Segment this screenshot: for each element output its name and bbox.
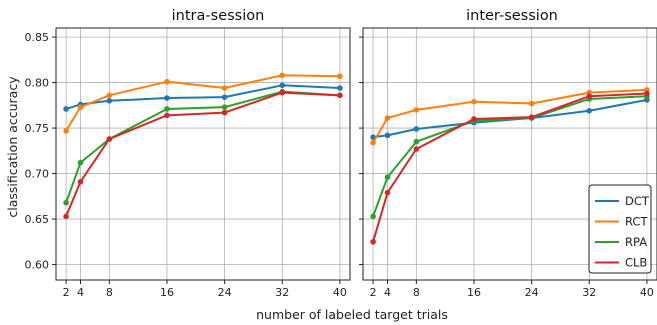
y-tick-label: 0.85 [25,31,50,44]
intra-rct-point [164,78,170,85]
intra-rpa-point [77,159,84,166]
legend-box [588,184,652,274]
intra-clb-point [106,136,113,142]
x-axis-label: number of labeled target trials [256,307,448,322]
intra-clb-point [221,109,228,116]
inter-dct-point [413,126,420,132]
left-panel-title: intra-session [172,8,265,24]
intra-dct-point [337,85,343,91]
x-tick-label: 2 [63,286,70,299]
y-axis-label: classification accuracy [5,76,20,218]
intra-rct-line [65,74,340,132]
inter-clb-point [413,146,420,152]
x-tick-label: 4 [77,286,84,299]
intra-dct-point [279,82,286,89]
intra-dct-point [221,94,228,100]
y-tick-label: 0.60 [25,259,50,272]
intra-dct-point [164,95,170,101]
inter-rpa-point [370,213,376,220]
inter-rct-point [384,115,391,121]
intra-rpa-point [63,199,69,206]
x-tick-label: 32 [582,286,596,299]
x-tick-label: 16 [160,286,174,299]
intra-clb-point [77,178,84,185]
x-tick-label: 4 [384,286,391,299]
inter-clb-point [384,189,391,196]
intra-clb-point [337,92,343,99]
intra-session-plot: 2 4 8 16 24 32 40 0.60 0.65 0.70 0.75 0.80 0.85 [25,27,351,299]
intra-rpa-point [164,106,170,112]
intra-rpa-line [65,90,340,204]
intra-rpa-point [221,104,228,110]
inter-axes-frame [362,27,657,281]
intra-clb-point [63,213,69,220]
x-tick-label: 40 [640,286,654,299]
intra-clb-point [164,112,170,119]
intra-rct-point [279,72,286,79]
intra-dct-point [63,106,69,112]
intra-rct-point [77,104,84,110]
y-tick-label: 0.80 [25,77,50,90]
x-tick-label: 8 [106,286,113,299]
inter-dct-point [384,132,391,139]
intra-rct-point [63,128,69,134]
intra-clb-point [279,89,286,96]
intra-axes-frame [55,27,351,281]
intra-clb-line [65,91,340,217]
legend-label-rct: RCT [625,215,648,229]
inter-session-plot: 2 4 8 16 24 32 40 [359,27,657,299]
y-tick-label: 0.75 [25,122,50,135]
intra-dct-point [106,97,113,104]
intra-rct-point [337,73,343,80]
inter-clb-point [644,90,650,97]
x-tick-label: 32 [275,286,289,299]
inter-clb-point [528,114,535,120]
x-tick-label: 2 [370,286,377,299]
x-tick-label: 24 [218,286,232,299]
inter-rpa-point [413,138,420,145]
inter-rct-point [528,100,535,107]
inter-rct-point [413,107,420,113]
y-tick-label: 0.70 [25,168,50,181]
x-tick-label: 40 [333,286,347,299]
inter-rpa-point [384,174,391,180]
legend: DCT RCT RPA CLB [588,184,652,274]
x-tick-label: 16 [467,286,481,299]
intra-rct-point [106,92,113,99]
legend-label-clb: CLB [625,256,647,270]
legend-label-dct: DCT [625,194,650,208]
intra-rct-point [221,85,228,91]
inter-rct-point [370,139,376,146]
legend-label-rpa: RPA [625,235,647,249]
inter-clb-point [370,238,376,245]
inter-dct-point [586,107,593,114]
inter-clb-point [471,116,477,122]
x-tick-label: 8 [413,286,420,299]
inter-clb-point [586,93,593,100]
right-panel-title: inter-session [466,8,558,24]
y-tick-label: 0.65 [25,213,50,226]
x-tick-label: 24 [525,286,539,299]
inter-rct-point [471,98,477,105]
